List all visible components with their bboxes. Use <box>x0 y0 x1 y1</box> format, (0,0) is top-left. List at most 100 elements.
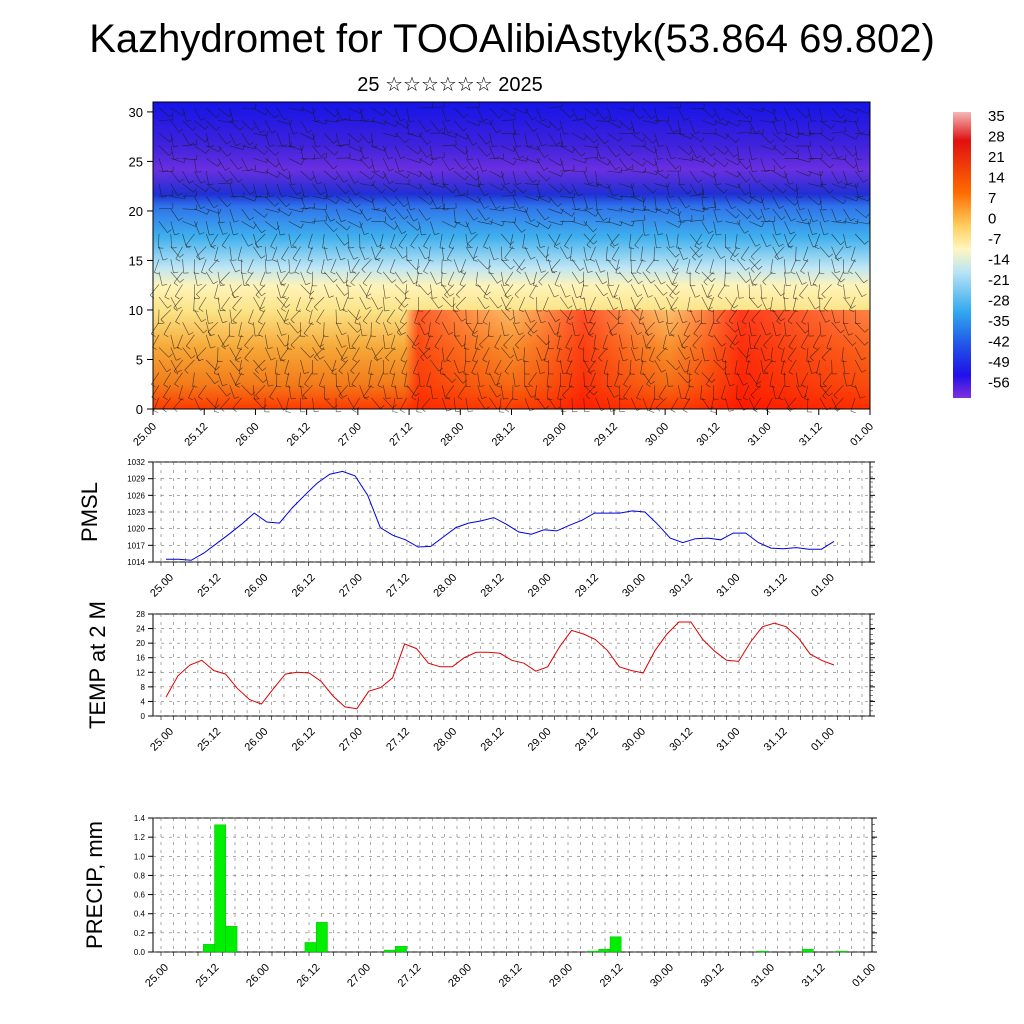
wind-barb-flag <box>809 157 812 163</box>
wind-barb <box>642 221 645 236</box>
wind-barb-flag <box>693 333 699 337</box>
wind-barb <box>485 359 490 374</box>
wind-barb-flag <box>375 258 380 262</box>
wind-barb <box>736 322 741 336</box>
wind-barb <box>335 271 345 284</box>
wind-barb <box>288 208 303 213</box>
wind-barb <box>654 183 669 188</box>
x-tick-label: 26.00 <box>244 962 272 990</box>
wind-barb <box>677 183 688 195</box>
wind-barb <box>755 372 762 386</box>
wind-barb-flag <box>504 371 510 375</box>
wind-barb-flag <box>196 154 198 160</box>
wind-barb-flag <box>696 155 702 159</box>
wind-barb-flag <box>360 146 363 152</box>
wind-barb-flag <box>861 369 867 373</box>
wind-barb <box>701 170 715 178</box>
wind-barb-flag <box>403 203 409 208</box>
wind-barb <box>500 183 512 194</box>
wind-barb <box>383 132 397 138</box>
wind-barb-flag <box>541 143 547 147</box>
wind-barb <box>684 385 691 399</box>
wind-barb-flag <box>220 284 226 286</box>
wind-barb-flag <box>444 294 449 299</box>
wind-barb-flag <box>342 394 348 398</box>
wind-barb <box>784 372 786 387</box>
wind-barb <box>677 120 681 135</box>
wind-barb <box>418 133 428 145</box>
wind-barb-flag <box>672 271 677 275</box>
wind-barb-flag <box>593 240 598 245</box>
wind-barb-flag <box>708 230 714 234</box>
wind-barb-flag <box>559 188 563 193</box>
wind-barb <box>232 309 242 321</box>
wind-barb <box>772 132 784 143</box>
y-axis-label: PRECIP, mm <box>82 821 107 949</box>
wind-barb <box>834 246 844 258</box>
precip-bar <box>316 922 328 953</box>
wind-barb-flag <box>602 347 608 350</box>
wind-barb <box>607 385 615 398</box>
wind-barb-flag <box>408 133 414 135</box>
wind-barb <box>760 284 763 299</box>
wind-barb <box>677 372 688 384</box>
wind-barb <box>170 195 185 200</box>
wind-barb <box>229 359 239 372</box>
wind-barb <box>494 334 502 348</box>
wind-barb-flag <box>695 295 701 298</box>
wind-barb-flag <box>505 283 510 287</box>
wind-barb <box>831 309 836 324</box>
wind-barb <box>548 284 555 298</box>
wind-barb <box>205 372 215 384</box>
wind-barb <box>288 120 294 135</box>
wind-barb-flag <box>686 272 692 275</box>
wind-barb-flag <box>755 385 761 388</box>
wind-barb <box>501 107 513 117</box>
wind-barb-flag <box>259 309 265 313</box>
wind-barb <box>512 372 516 387</box>
wind-barb-flag <box>328 295 334 298</box>
wind-barb <box>247 259 254 273</box>
wind-barb-flag <box>600 156 606 160</box>
wind-barb <box>300 107 314 114</box>
wind-barb-flag <box>763 345 768 349</box>
wind-barb <box>536 170 547 182</box>
wind-barb-flag <box>496 129 501 133</box>
wind-barb <box>460 259 467 273</box>
panel-frame <box>152 817 873 953</box>
wind-barb <box>707 284 714 298</box>
wind-barb <box>522 233 526 248</box>
y-tick-label: 4 <box>141 697 146 706</box>
wind-barb <box>536 334 547 346</box>
wind-barb-flag <box>472 142 478 146</box>
wind-barb-flag <box>780 373 786 376</box>
wind-barb <box>784 107 791 121</box>
wind-barb <box>182 158 197 161</box>
wind-barb <box>160 309 172 320</box>
wind-barb <box>276 107 285 121</box>
wind-barb-flag <box>833 395 838 400</box>
wind-barb <box>394 120 407 129</box>
wind-barb-flag <box>234 396 240 399</box>
wind-barb-flag <box>433 183 439 185</box>
wind-barb-flag <box>810 284 816 286</box>
x-tick-label: 31.00 <box>749 962 777 990</box>
wind-barb <box>276 133 283 147</box>
wind-barb-flag <box>423 271 428 275</box>
wind-barb-flag <box>366 306 371 310</box>
wind-barb <box>784 170 790 185</box>
wind-barb-flag <box>658 144 664 147</box>
wind-barb-flag <box>264 213 268 218</box>
wind-barb <box>736 347 747 359</box>
wind-barb-flag <box>301 145 304 151</box>
wind-barb-flag <box>555 141 561 146</box>
wind-barb-flag <box>237 259 243 262</box>
wind-barb <box>595 208 604 221</box>
wind-barb-flag <box>175 258 181 262</box>
wind-barb-flag <box>389 271 395 275</box>
wind-barb-flag <box>162 258 168 261</box>
wind-barb <box>477 221 492 225</box>
wind-barb <box>630 322 638 335</box>
wind-barb-flag <box>266 259 272 261</box>
